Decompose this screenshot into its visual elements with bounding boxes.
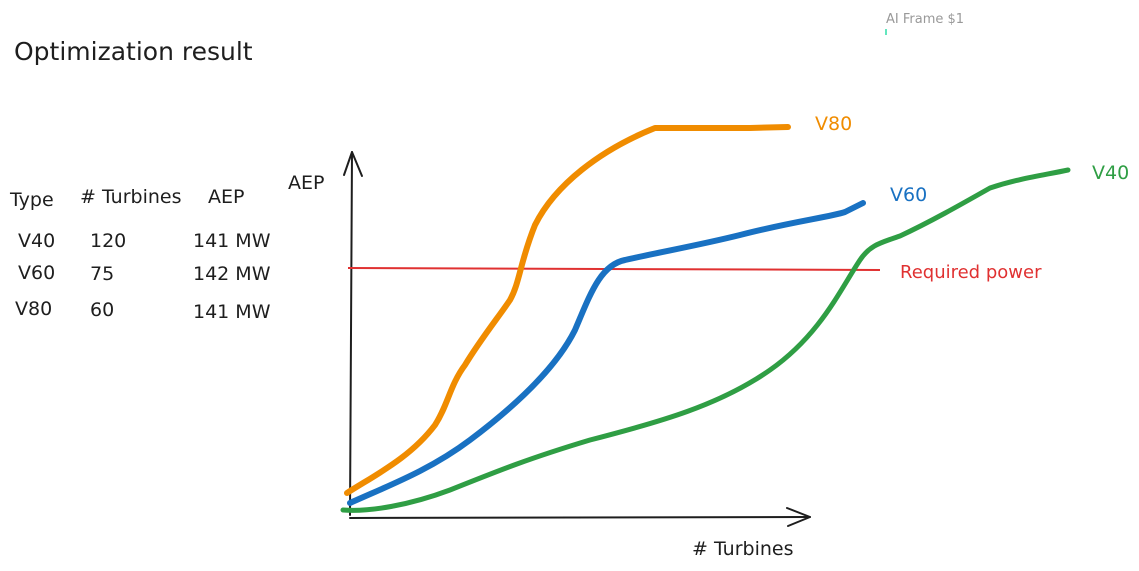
curve-label[interactable]: V80 <box>815 113 852 135</box>
x-axis <box>349 516 811 519</box>
curve-v60 <box>347 200 866 506</box>
curve-label[interactable]: V40 <box>1092 162 1129 184</box>
table-cell[interactable]: 60 <box>90 299 114 321</box>
table-cell[interactable]: 141 MW <box>193 301 271 323</box>
threshold-label[interactable]: Required power <box>900 262 1042 283</box>
table: Type # Turbines AEP V40 120 141 MW V60 7… <box>9 186 271 323</box>
table-cell[interactable]: 141 MW <box>193 230 271 252</box>
curve-v80 <box>344 124 791 496</box>
x-axis-label[interactable]: # Turbines <box>692 538 794 560</box>
y-axis-label[interactable]: AEP <box>288 172 324 194</box>
table-cell[interactable]: 142 MW <box>193 263 271 285</box>
x-arrow <box>786 507 811 527</box>
curve-label[interactable]: V60 <box>890 184 927 206</box>
table-cell[interactable]: 120 <box>90 230 126 252</box>
axes <box>343 151 811 527</box>
table-cell[interactable]: V80 <box>15 298 52 320</box>
y-arrow <box>343 151 363 177</box>
curve-v40 <box>340 167 1071 513</box>
curves <box>340 124 1071 513</box>
table-cell[interactable]: V40 <box>18 230 55 252</box>
table-header[interactable]: AEP <box>208 186 244 208</box>
table-cell[interactable]: V60 <box>18 262 55 284</box>
y-axis <box>349 151 353 516</box>
table-cell[interactable]: 75 <box>90 263 114 285</box>
table-header[interactable]: Type <box>9 189 54 211</box>
frame-label[interactable]: AI Frame $1 <box>886 12 964 27</box>
table-header[interactable]: # Turbines <box>80 186 182 208</box>
frame-handle <box>885 29 887 35</box>
title[interactable]: Optimization result <box>14 37 253 66</box>
threshold-line <box>347 267 881 271</box>
